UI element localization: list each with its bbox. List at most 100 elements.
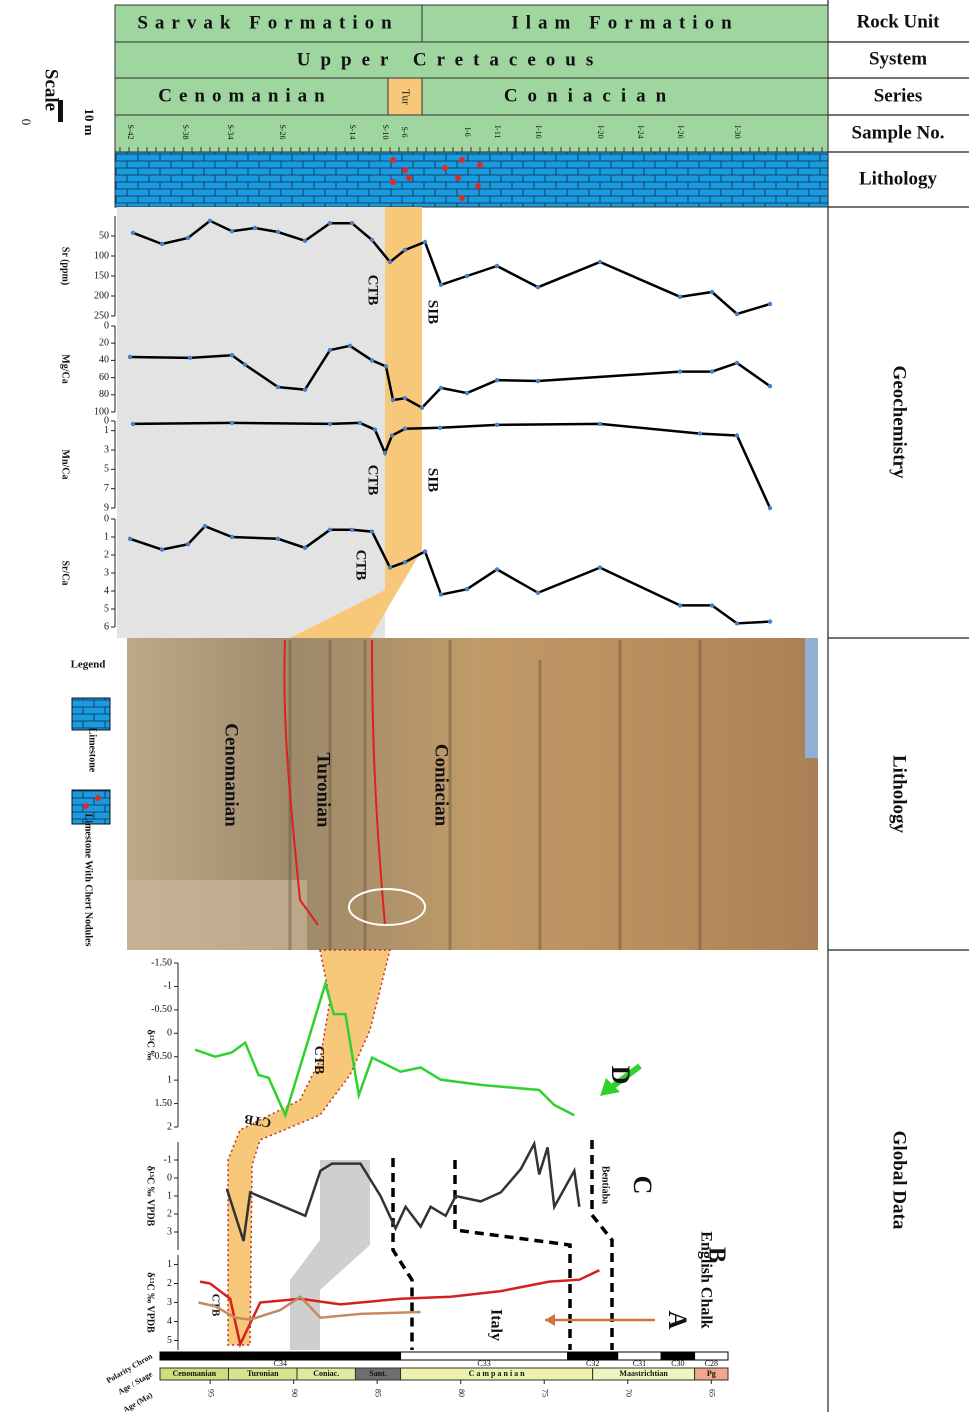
data-point — [370, 529, 374, 533]
y-tick-label: 5 — [104, 603, 109, 614]
series: Cenomanian — [158, 85, 331, 106]
data-point — [348, 344, 352, 348]
sample-label: S-6 — [400, 126, 409, 137]
y-tick-label: 0 — [104, 320, 109, 331]
stage-label: Turonian — [247, 1369, 279, 1378]
data-point — [710, 290, 714, 294]
row-label: Sample No. — [852, 122, 945, 143]
y-axis-title: Mg/Ca — [60, 354, 71, 383]
stage-label: Maastrichtian — [619, 1369, 668, 1378]
stage-label: Cenomanian — [172, 1369, 216, 1378]
data-point — [423, 240, 427, 244]
data-point — [403, 560, 407, 564]
y-tick-label: 4 — [167, 1316, 172, 1327]
scale-label: 0 — [19, 119, 34, 126]
data-point — [439, 386, 443, 390]
data-point — [735, 361, 739, 365]
data-point — [465, 587, 469, 591]
data-point — [131, 422, 135, 426]
sample-label: I-11 — [493, 125, 502, 138]
stage-label: Coniac. — [313, 1369, 339, 1378]
y-tick-label: 7 — [104, 483, 109, 494]
y-axis-title: Sr (ppm) — [60, 247, 71, 285]
data-point — [403, 427, 407, 431]
data-point — [370, 358, 374, 362]
y-tick-label: -0.50 — [151, 1004, 172, 1015]
sample-label: I-26 — [676, 125, 685, 138]
data-point — [390, 433, 394, 437]
scale-label: 10 m — [82, 108, 97, 135]
data-point — [678, 603, 682, 607]
data-point — [303, 546, 307, 550]
y-tick-label: 0 — [167, 1028, 172, 1039]
data-point — [423, 549, 427, 553]
scale-bar — [58, 100, 63, 122]
annotation: D — [606, 1066, 635, 1085]
sample-label: I-6 — [463, 127, 472, 136]
x-tick-label: 70 — [624, 1389, 633, 1397]
y-tick-label: 20 — [99, 337, 109, 348]
row-label: Series — [874, 85, 923, 106]
data-point — [698, 431, 702, 435]
chron-label: C30 — [671, 1359, 684, 1368]
y-tick-label: 2 — [167, 1278, 172, 1289]
chron-label: C28 — [705, 1359, 718, 1368]
y-tick-label: 0 — [104, 513, 109, 524]
y-tick-label: 200 — [94, 290, 109, 301]
section-label: Global Data — [889, 1131, 910, 1230]
data-point — [384, 364, 388, 368]
legend-swatch — [72, 698, 110, 730]
data-point — [350, 221, 354, 225]
section-label: Geochemistry — [889, 366, 910, 479]
stage-label: Sant. — [369, 1369, 387, 1378]
stage-label: C a m p a n i a n — [469, 1369, 526, 1378]
sample-label: S-38 — [181, 124, 190, 139]
data-point — [358, 421, 362, 425]
y-tick-label: 2 — [104, 549, 109, 560]
y-axis-title: δ¹³C ‰ — [145, 1030, 156, 1061]
data-point — [373, 428, 377, 432]
timescale-title: Age (Ma) — [122, 1390, 155, 1412]
sample-label: I-20 — [596, 125, 605, 138]
data-point — [160, 242, 164, 246]
annotation: CTB — [311, 1046, 326, 1075]
arrow-head — [545, 1314, 555, 1326]
data-point — [768, 302, 772, 306]
data-point — [230, 353, 234, 357]
data-point — [495, 423, 499, 427]
data-point — [276, 230, 280, 234]
annotation: C — [628, 1176, 657, 1195]
data-point — [768, 619, 772, 623]
y-tick-label: -1 — [164, 1154, 172, 1165]
annotation: A — [663, 1311, 692, 1330]
data-point — [678, 369, 682, 373]
data-line — [200, 1270, 599, 1344]
row-label: Rock Unit — [857, 11, 941, 32]
data-point — [186, 236, 190, 240]
sample-label: S-34 — [226, 124, 235, 139]
gray-band — [290, 1160, 370, 1350]
legend-nodule — [83, 803, 89, 809]
photo-label: Cenomanian — [221, 723, 242, 827]
data-point — [439, 592, 443, 596]
data-point — [230, 421, 234, 425]
chron-label: C34 — [274, 1359, 287, 1368]
y-tick-label: 5 — [167, 1335, 172, 1346]
y-tick-label: 0 — [167, 1172, 172, 1183]
annotation: SIB — [425, 300, 441, 324]
data-point — [735, 621, 739, 625]
data-point — [186, 542, 190, 546]
y-axis-title: Sr/Ca — [60, 561, 71, 586]
data-point — [598, 260, 602, 264]
y-tick-label: 1 — [104, 531, 109, 542]
data-point — [465, 274, 469, 278]
y-tick-label: 2 — [167, 1121, 172, 1132]
y-tick-label: 1 — [167, 1190, 172, 1201]
y-tick-label: 0.50 — [155, 1051, 173, 1062]
legend-nodule — [95, 795, 101, 801]
y-axis-title: δ¹³C ‰ VPDB — [145, 1166, 156, 1227]
x-tick-label: 90 — [290, 1389, 299, 1397]
data-point — [128, 537, 132, 541]
section-label: Lithology — [889, 755, 910, 834]
series: Tur — [399, 89, 411, 105]
